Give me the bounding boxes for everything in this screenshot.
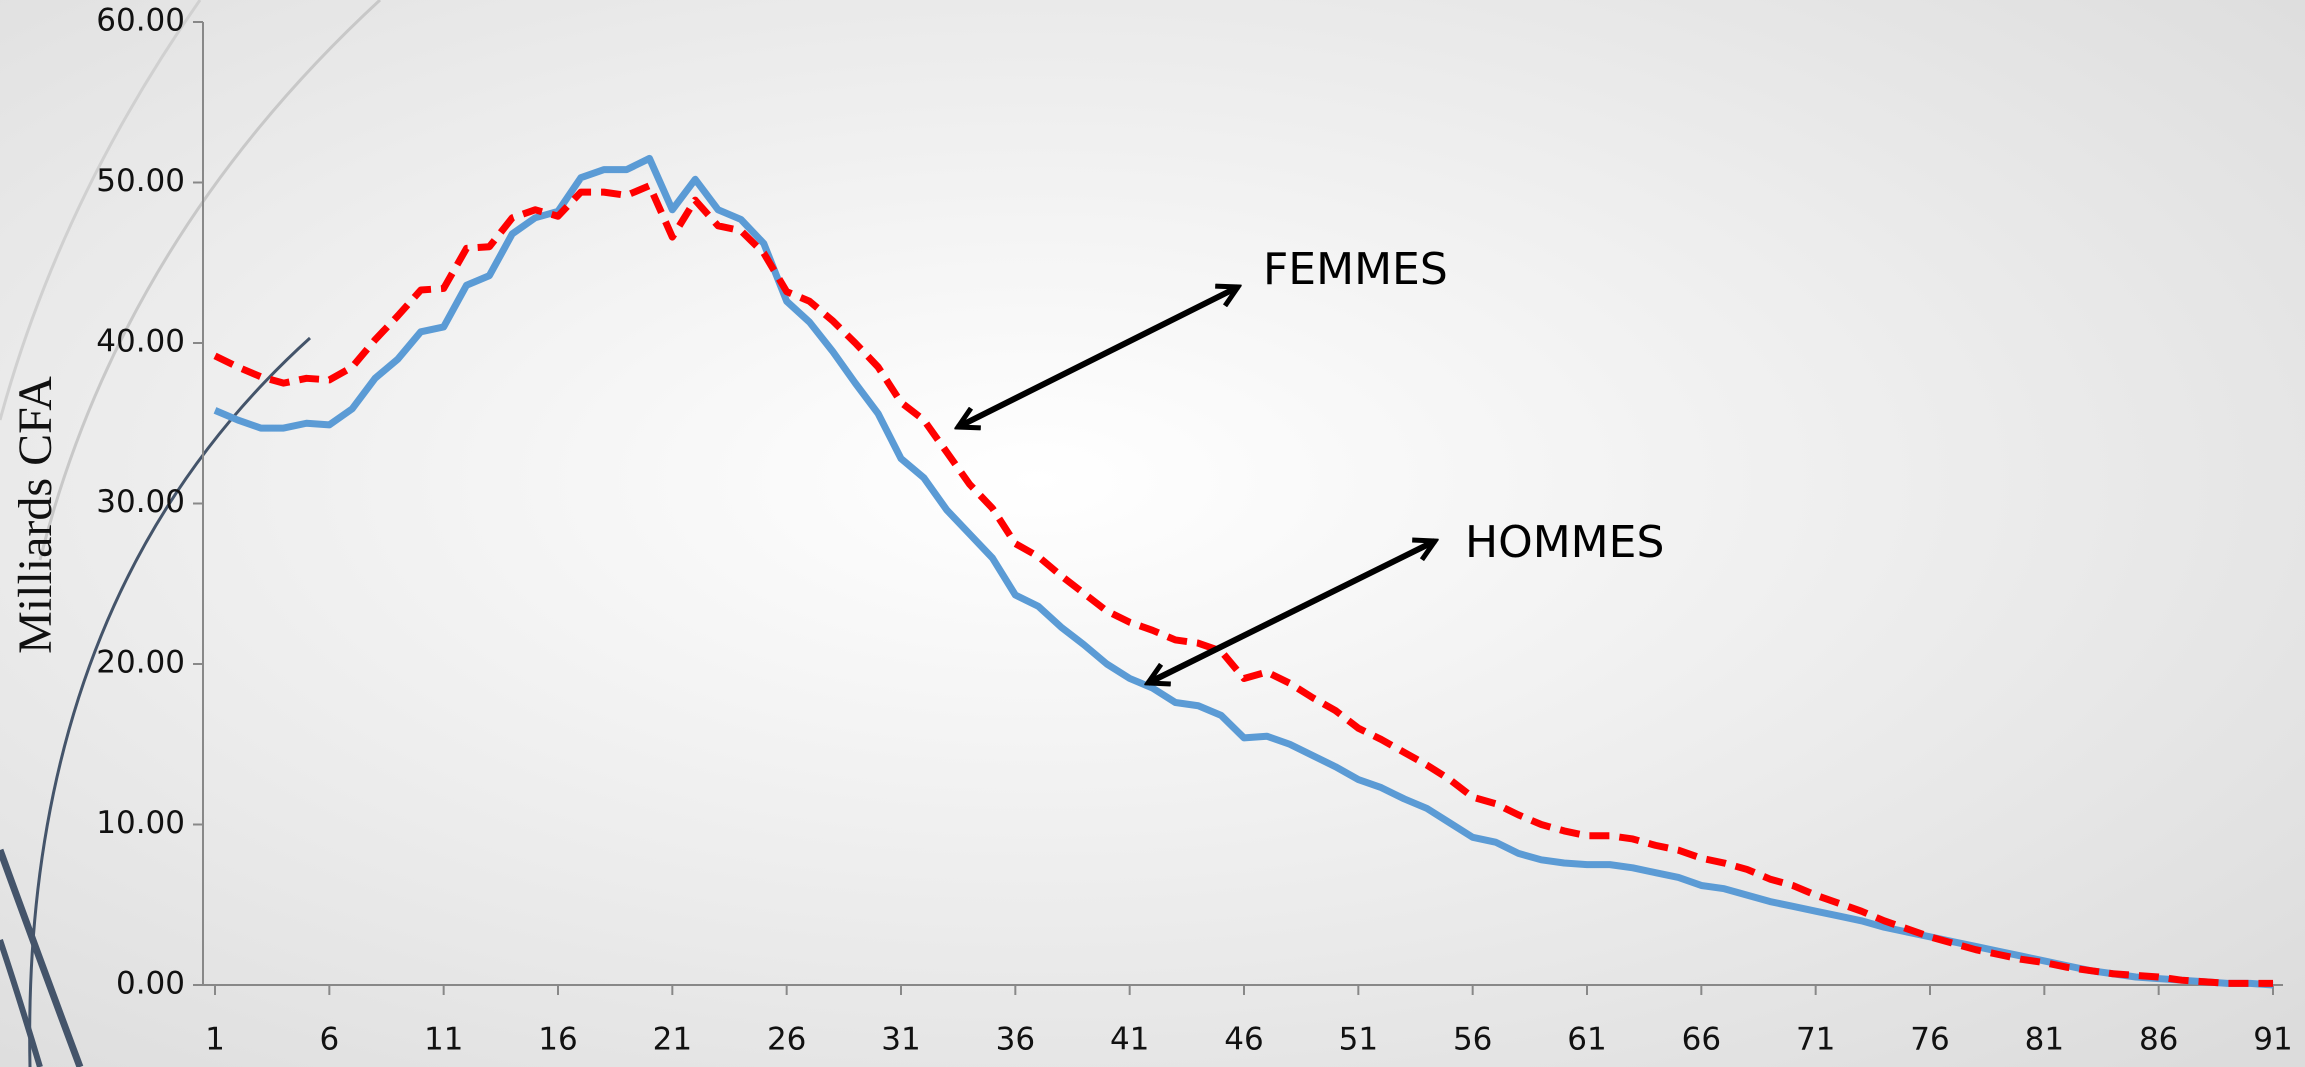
chart: Milliards CFA 0.00 10.00 20.00 30.00 40.00 50…: [0, 0, 2305, 1067]
x-tick-label: 86: [2139, 1022, 2178, 1058]
x-tick-label: 36: [996, 1022, 1035, 1058]
y-tick-label: 30.00: [96, 484, 185, 520]
x-tick-label: 31: [881, 1022, 920, 1058]
y-tick-label: 20.00: [96, 645, 185, 681]
x-tick-label: 91: [2253, 1022, 2292, 1058]
x-tick-label: 51: [1339, 1022, 1378, 1058]
y-tick-label: 40.00: [96, 324, 185, 360]
x-tick-label: 26: [767, 1022, 806, 1058]
x-tick-label: 41: [1110, 1022, 1149, 1058]
x-tick-label: 56: [1453, 1022, 1492, 1058]
x-tick-label: 16: [538, 1022, 577, 1058]
x-tick-label: 6: [319, 1022, 339, 1058]
background: [0, 0, 2305, 1067]
annotation-label: FEMMES: [1263, 244, 1448, 295]
x-tick-label: 71: [1796, 1022, 1835, 1058]
x-tick-label: 1: [205, 1022, 225, 1058]
x-tick-label: 61: [1567, 1022, 1606, 1058]
y-tick-label: 10.00: [96, 805, 185, 841]
x-tick-label: 66: [1682, 1022, 1721, 1058]
annotation-label: HOMMES: [1465, 517, 1664, 568]
x-tick-label: 21: [653, 1022, 692, 1058]
x-tick-label: 76: [1910, 1022, 1949, 1058]
page: {"chart_data": {"type": "line", "y_label…: [0, 0, 2305, 1067]
x-tick-label: 81: [2025, 1022, 2064, 1058]
y-tick-label: 50.00: [96, 163, 185, 199]
x-tick-label: 46: [1224, 1022, 1263, 1058]
y-tick-label: 60.00: [96, 3, 185, 39]
y-tick-label: 0.00: [116, 966, 185, 1002]
y-axis-label: Milliards CFA: [9, 376, 62, 654]
x-tick-label: 11: [424, 1022, 463, 1058]
